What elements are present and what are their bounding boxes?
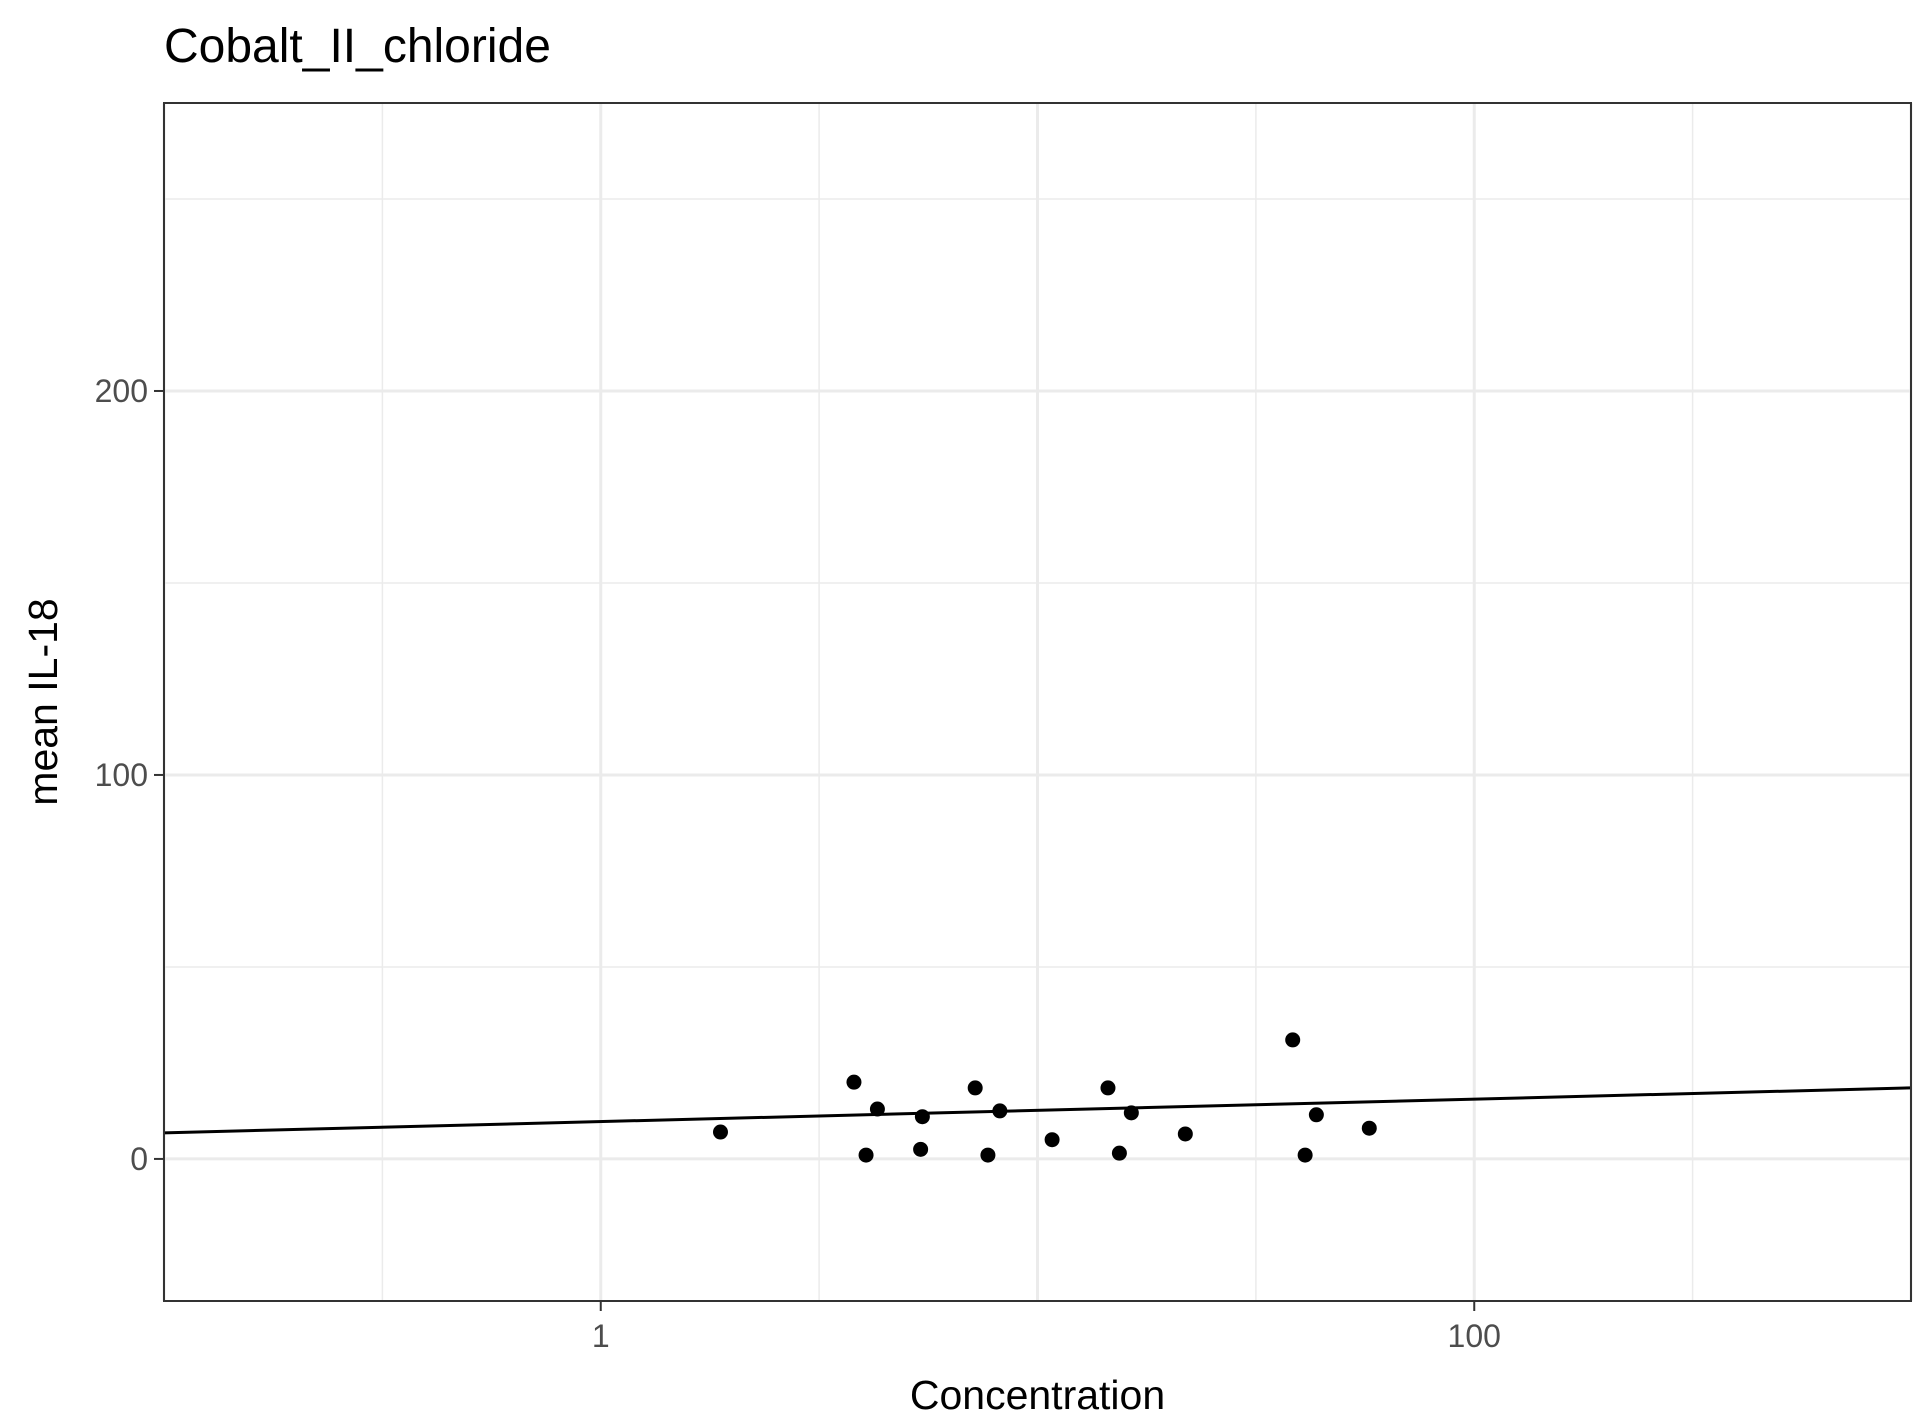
data-point — [1123, 1105, 1139, 1121]
data-point — [992, 1103, 1008, 1119]
data-point — [1297, 1147, 1313, 1163]
chart-title: Cobalt_II_chloride — [164, 20, 551, 73]
data-points — [712, 1032, 1377, 1163]
data-point — [712, 1124, 728, 1140]
data-point — [846, 1074, 862, 1090]
data-point — [869, 1101, 885, 1117]
data-point — [1308, 1107, 1324, 1123]
panel-border — [163, 102, 1912, 1302]
x-axis: 1 100 — [592, 1301, 1501, 1354]
x-tick-label: 100 — [1448, 1318, 1501, 1354]
fit-line — [163, 1086, 1912, 1135]
data-point — [914, 1109, 930, 1125]
data-point — [1100, 1080, 1116, 1096]
y-axis-title: mean IL-18 — [20, 598, 66, 805]
data-point — [980, 1147, 996, 1163]
data-point — [913, 1141, 929, 1157]
fit-line-layer — [163, 1086, 1912, 1135]
data-point — [1044, 1132, 1060, 1148]
data-point — [1361, 1120, 1377, 1136]
plot-panel — [162, 102, 1913, 1302]
x-tick-label: 1 — [592, 1318, 610, 1354]
data-point — [1177, 1126, 1193, 1142]
y-axis: 0 100 200 — [95, 373, 164, 1177]
data-point — [858, 1147, 874, 1163]
y-tick-label: 200 — [95, 373, 148, 409]
data-point — [967, 1080, 983, 1096]
y-tick-label: 100 — [95, 757, 148, 793]
data-point — [1111, 1145, 1127, 1161]
y-tick-label: 0 — [130, 1141, 148, 1177]
x-axis-title: Concentration — [910, 1372, 1165, 1418]
data-point — [1285, 1032, 1301, 1048]
